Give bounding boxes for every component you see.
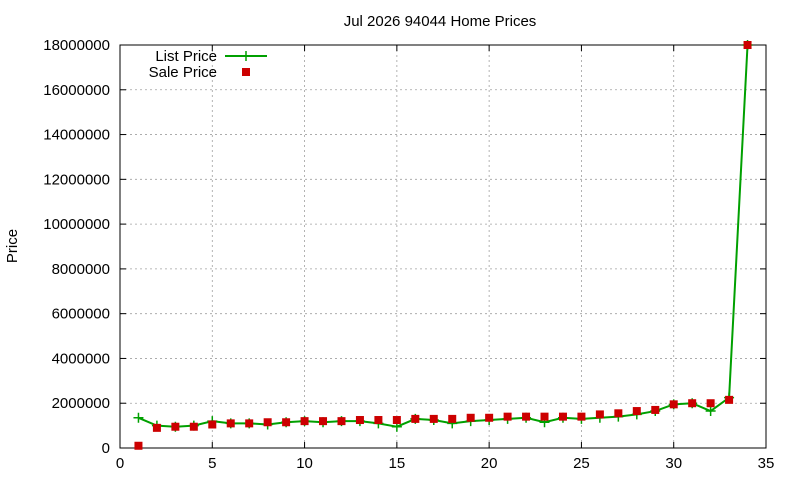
- sale-price-point: [743, 41, 752, 49]
- plot-border: [119, 44, 767, 449]
- sale-price-point: [669, 400, 678, 409]
- sale-price-point: [374, 416, 383, 425]
- sale-price-point: [632, 407, 641, 416]
- y-tick-label: 14000000: [43, 127, 110, 144]
- sale-price-point: [448, 414, 457, 423]
- sale-price-point: [651, 405, 660, 414]
- sale-price-point: [208, 420, 217, 429]
- series-list-price: [133, 40, 753, 432]
- sale-price-point: [577, 412, 586, 421]
- sale-price-point: [152, 423, 161, 432]
- sale-price-point: [411, 414, 420, 423]
- y-tick-label: 0: [102, 440, 110, 457]
- sale-price-point: [337, 417, 346, 426]
- sale-price-point: [355, 416, 364, 425]
- legend-plus-swatch: [241, 51, 251, 61]
- sale-price-point: [226, 419, 235, 428]
- legend-label: Sale Price: [149, 64, 217, 81]
- sale-price-point: [485, 413, 494, 422]
- x-tick-label: 30: [665, 455, 682, 472]
- sale-price-point: [319, 417, 328, 426]
- sale-price-point: [189, 422, 198, 431]
- y-tick-label: 16000000: [43, 82, 110, 99]
- y-tick-label: 10000000: [43, 216, 110, 233]
- y-tick-label: 12000000: [43, 171, 110, 188]
- sale-price-point: [263, 418, 272, 427]
- sale-price-point: [245, 419, 254, 428]
- legend-item: List Price: [155, 48, 267, 65]
- sale-price-point: [134, 441, 143, 450]
- sale-price-point: [429, 414, 438, 423]
- sale-price-point: [300, 417, 309, 426]
- plot-frame: [119, 44, 767, 449]
- list-price-point: [133, 412, 144, 423]
- x-tick-label: 35: [758, 455, 775, 472]
- list-price-line: [138, 44, 749, 428]
- sale-price-point: [522, 412, 531, 421]
- chart-title: Jul 2026 94044 Home Prices: [344, 13, 537, 30]
- x-tick-label: 15: [389, 455, 406, 472]
- y-tick-label: 8000000: [52, 261, 110, 278]
- sale-price-point: [614, 409, 623, 418]
- sale-price-point: [392, 416, 401, 425]
- y-tick-label: 6000000: [52, 306, 110, 323]
- sale-price-point: [171, 422, 180, 431]
- x-tick-label: 5: [208, 455, 216, 472]
- sale-price-point: [503, 412, 512, 421]
- x-tick-label: 0: [116, 455, 124, 472]
- y-tick-label: 2000000: [52, 395, 110, 412]
- series-layer: [133, 40, 753, 450]
- legend-item: Sale Price: [149, 64, 250, 81]
- x-tick-label: 20: [481, 455, 498, 472]
- legend-label: List Price: [155, 48, 217, 65]
- sale-price-point: [688, 399, 697, 408]
- y-axis-label: Price: [4, 229, 21, 263]
- axis-ticks: 0 5 10 15 20 25 30 35 0 2000000 4000000 6000000 8000…: [43, 37, 774, 472]
- sale-price-point: [706, 399, 715, 408]
- y-tick-label: 18000000: [43, 37, 110, 54]
- grid-lines: [120, 45, 766, 448]
- x-tick-label: 10: [296, 455, 313, 472]
- series-sale-price: [134, 41, 752, 450]
- sale-price-point: [540, 412, 549, 421]
- sale-price-point: [558, 412, 567, 421]
- sale-price-point: [725, 395, 734, 404]
- sale-price-point: [466, 413, 475, 422]
- legend-square-swatch: [242, 68, 250, 76]
- sale-price-point: [595, 410, 604, 419]
- x-tick-label: 25: [573, 455, 590, 472]
- list-price-point: [705, 406, 716, 417]
- y-tick-label: 4000000: [52, 350, 110, 367]
- sale-price-point: [282, 418, 291, 427]
